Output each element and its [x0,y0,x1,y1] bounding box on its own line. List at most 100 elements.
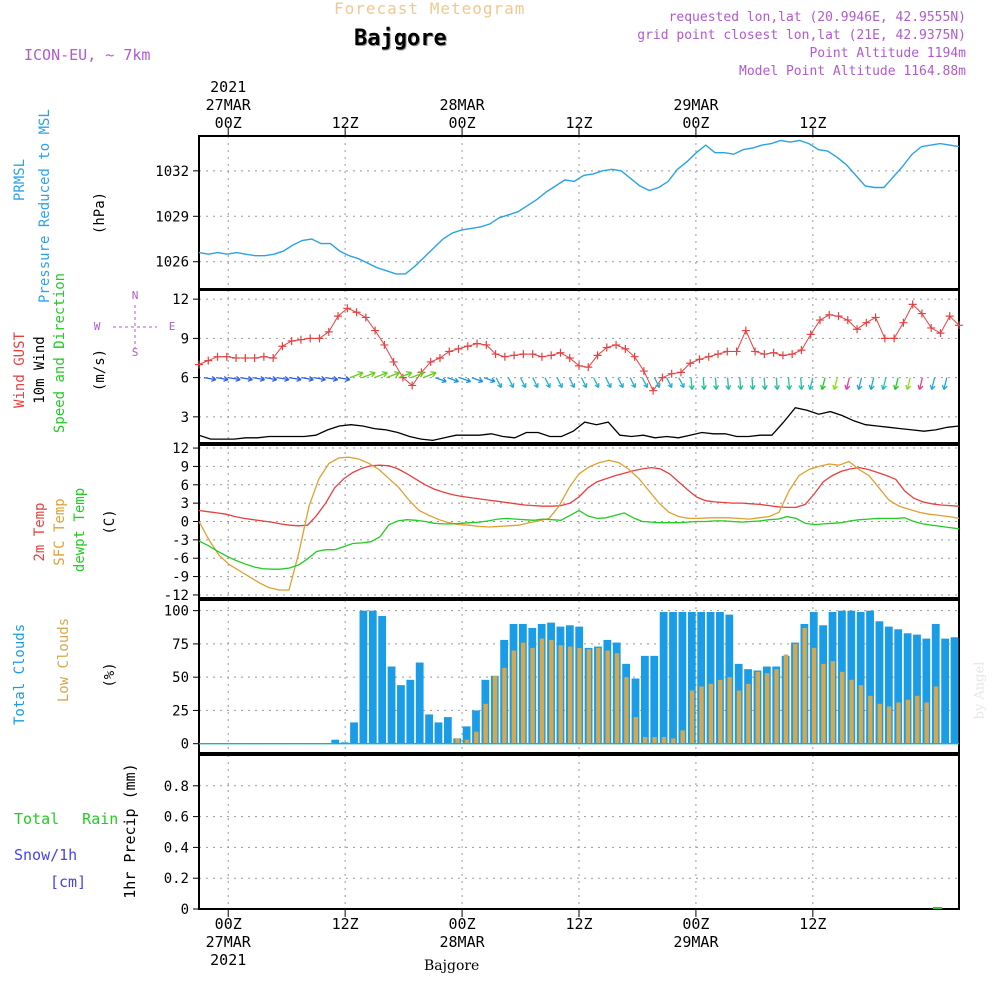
total-cloud-bar [884,626,893,744]
total-cloud-bar [378,615,387,744]
gust-marker [955,321,963,330]
total-cloud-bar [659,611,668,744]
wind-speed-line [198,406,960,442]
total-cloud-bar [425,714,433,744]
wind-direction-arrow [228,376,241,382]
low-cloud-bar [492,675,498,744]
compass-west: W [94,320,101,333]
wind-direction-arrow [252,376,266,382]
wind-direction-arrow [422,371,437,379]
low-cloud-bar [840,671,845,744]
low-cloud-bar [877,703,882,744]
total-cloud-bar [443,717,452,744]
compass-east: E [169,320,176,333]
wind-direction-arrow [617,377,624,389]
gust-marker [806,330,815,339]
wind-direction-arrow [641,377,649,389]
low-cloud-bar [652,737,657,744]
low-cloud-bar [811,647,817,744]
wind-direction-arrow [386,371,401,379]
y-tick-label: 100 [164,604,189,620]
low-cloud-bar [755,671,760,744]
gust-marker [380,340,389,349]
gust-marker [426,357,435,366]
grid-point-coordinates: grid point closest lon,lat (21E, 42.9375… [637,28,966,43]
wind-direction-arrow [471,377,484,384]
wind-direction-arrow [301,376,314,382]
total-cloud-bar [331,739,340,744]
total-cloud-bar [931,623,940,744]
low-cloud-bar [924,702,929,744]
pressure-line [198,139,960,275]
x-tick-label-bottom: 00Z [449,915,476,933]
low-cloud-bar [605,650,610,744]
gust-marker [825,310,834,319]
y-tick-label: -12 [164,588,189,604]
total-cloud-bar [472,710,480,744]
wind-direction-arrow [568,377,576,389]
gust-marker [408,381,417,390]
gust-marker [519,350,528,359]
gust-marker [630,352,639,361]
gust-marker [528,350,537,359]
gust-marker [463,342,472,351]
gust-marker [890,334,899,343]
gust-marker [278,342,287,351]
wind-direction-arrow [713,377,720,390]
gust-marker [760,350,769,359]
wind-direction-arrow [410,371,425,379]
total-cloud-bar [706,611,715,744]
gust-marker [537,352,546,361]
x-tick-label-bottom: 00Z [215,915,242,933]
gust-marker [315,334,324,343]
low-cloud-bar [633,717,638,744]
low-cloud-bar [586,649,592,744]
low-cloud-bar [596,647,601,744]
gust-marker [510,351,519,360]
gust-marker [927,323,936,332]
gust-marker [880,334,889,343]
gust-marker [361,313,370,322]
gust-marker [778,351,787,360]
total-cloud-bar [397,685,405,744]
y-tick-label: 0 [181,902,189,918]
y-tick-label: 0.6 [164,810,189,826]
gust-marker [500,352,509,361]
low-cloud-bar [680,730,685,744]
gust-marker [593,351,602,360]
y-tick-label: 1026 [155,255,189,271]
wind-direction-arrow [893,377,900,391]
x-tick-label-top: 12Z [332,114,359,132]
x-date-label-bottom: 29MAR [673,933,719,951]
total-cloud-bar [415,662,424,744]
low-cloud-bar [699,686,704,744]
wind-direction-arrow [700,377,707,390]
y-tick-label: 1029 [155,209,189,225]
wind-direction-arrow [844,377,851,391]
wind-direction-arrow [832,377,839,391]
gust-marker [371,326,380,335]
gust-marker [584,363,593,372]
total-cloud-bar [903,633,912,744]
low-cloud-bar [905,699,911,744]
wind-direction-arrow [289,376,302,382]
gust-marker [445,347,454,356]
x-tick-label-bottom: 00Z [682,915,709,933]
wind-direction-arrow [337,376,351,382]
gust-marker [435,354,444,362]
wind-direction-arrow [459,377,472,384]
x-year-label-bottom: 2021 [210,951,246,969]
gust-marker [250,354,259,362]
model-label: ICON-EU, ~ 7km [24,46,151,64]
low-cloud-bar [736,690,742,744]
gust-marker [667,369,676,378]
gust-marker [649,386,658,395]
wind-direction-arrow [313,376,326,382]
wind-direction-arrow [880,377,887,391]
wind-direction-arrow [593,377,600,389]
total-cloud-bar [697,611,706,744]
wind-direction-arrow [544,377,551,389]
gust-marker [222,352,231,361]
total-cloud-bar [406,679,415,744]
gust-marker [547,351,556,360]
